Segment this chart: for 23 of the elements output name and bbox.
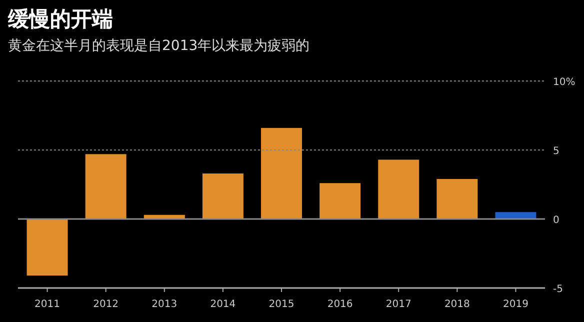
bar xyxy=(261,128,302,219)
bar xyxy=(202,173,244,219)
chart-subtitle: 黄金在这半月的表现是自2013年以来最为疲弱的 xyxy=(8,38,310,54)
x-tick-label: 2014 xyxy=(210,299,236,310)
x-tick-label: 2012 xyxy=(93,299,119,310)
x-tick-label: 2017 xyxy=(386,299,412,310)
y-tick-label: 10% xyxy=(553,77,576,88)
bar xyxy=(320,183,361,219)
x-tick-label: 2015 xyxy=(268,299,294,310)
bar xyxy=(495,212,536,219)
x-tick-label: 2013 xyxy=(152,299,178,310)
x-tick-label: 2019 xyxy=(502,299,528,310)
bar xyxy=(436,178,478,219)
x-tick-label: 2018 xyxy=(444,299,470,310)
y-tick-label: 5 xyxy=(553,146,560,157)
bar xyxy=(85,154,126,219)
chart-title: 缓慢的开端 xyxy=(7,7,113,31)
x-tick-label: 2016 xyxy=(327,299,353,310)
y-tick-label: 0 xyxy=(553,215,560,226)
y-tick-label: -5 xyxy=(553,284,563,295)
bar xyxy=(378,160,420,219)
bar xyxy=(26,219,68,276)
x-tick-label: 2011 xyxy=(34,299,60,310)
